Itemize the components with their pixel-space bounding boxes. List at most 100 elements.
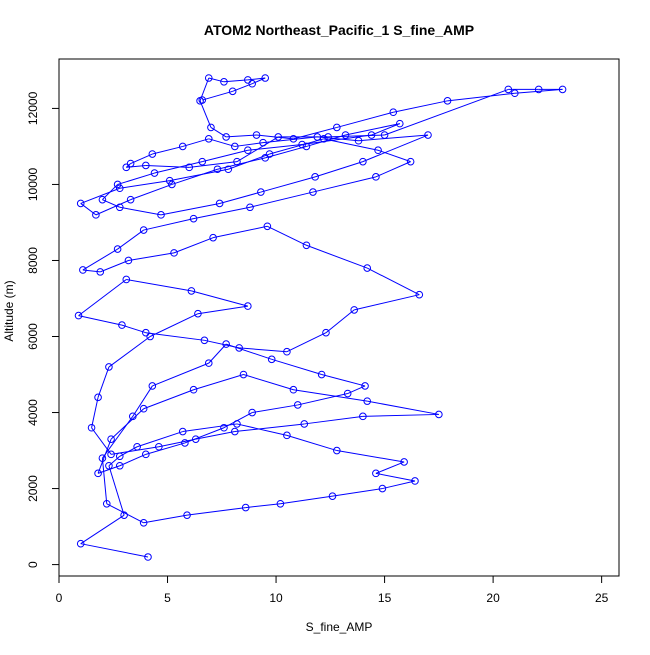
data-point	[120, 511, 128, 519]
data-point	[204, 74, 213, 82]
series-line-segment	[130, 153, 153, 164]
series-line-segment	[382, 480, 416, 490]
series-line-segment	[393, 100, 448, 113]
data-point	[233, 420, 241, 428]
data-point	[168, 180, 176, 189]
data-point	[79, 266, 87, 274]
series-line-segment	[306, 244, 368, 269]
data-point	[76, 199, 85, 208]
data-point	[98, 195, 107, 204]
data-point	[333, 123, 341, 132]
series-line-segment	[208, 138, 235, 147]
data-point	[283, 431, 291, 440]
series-line-segment	[371, 123, 400, 136]
data-point	[389, 108, 398, 117]
data-point	[235, 344, 243, 352]
data-point	[293, 401, 302, 409]
data-point	[115, 184, 124, 193]
data-point	[122, 275, 131, 284]
data-point	[200, 336, 209, 345]
data-point	[300, 420, 309, 428]
series-line-segment	[312, 176, 377, 193]
series-line-segment	[143, 218, 194, 231]
series-line-segment	[366, 267, 420, 296]
data-point	[144, 553, 152, 561]
series-line-segment	[121, 324, 146, 334]
data-point	[142, 328, 150, 337]
data-point	[139, 226, 148, 234]
chart-title: ATOM2 Northeast_Pacific_1 S_fine_AMP	[204, 22, 474, 38]
series-line-segment	[119, 180, 170, 189]
data-point	[148, 382, 157, 390]
data-point	[107, 435, 115, 443]
series-line-segment	[252, 404, 298, 414]
data-point	[96, 268, 105, 276]
series-line-segment	[108, 455, 121, 467]
series-line-segment	[354, 294, 420, 311]
data-point	[246, 203, 254, 212]
series-line-segment	[82, 248, 118, 271]
series-line-segment	[117, 172, 155, 185]
series-line-segment	[145, 332, 205, 341]
data-point	[198, 96, 207, 104]
series-line-segment	[234, 423, 305, 433]
series-line-segment	[119, 206, 162, 216]
series-line-segment	[367, 400, 439, 415]
data-point	[204, 359, 213, 367]
data-point	[424, 131, 432, 139]
data-point	[395, 119, 404, 128]
series-line-segment	[271, 358, 322, 376]
series-line-segment	[119, 453, 147, 467]
data-point	[378, 484, 387, 493]
data-point	[228, 87, 237, 96]
series-line-segment	[80, 187, 120, 204]
data-point	[178, 427, 187, 436]
data-point	[224, 165, 233, 174]
series-line-segment	[321, 374, 366, 387]
data-point	[233, 157, 241, 166]
series-line-segment	[304, 415, 363, 425]
series-line-segment	[317, 136, 359, 142]
data-point	[372, 173, 380, 181]
data-point	[133, 442, 141, 451]
data-point	[244, 146, 252, 155]
series-line-segment	[260, 176, 316, 193]
y-tick-label: 10000	[26, 167, 40, 201]
data-point	[128, 412, 137, 421]
series-line-segment	[110, 408, 144, 440]
series-line-segment	[173, 237, 214, 254]
series-line-segment	[514, 88, 563, 94]
data-point	[354, 136, 363, 145]
data-point	[209, 233, 217, 242]
data-point	[372, 469, 380, 478]
data-point	[115, 203, 124, 212]
data-point	[150, 169, 159, 177]
series-line-segment	[97, 366, 110, 398]
series-line-segment	[302, 134, 372, 146]
data-point	[178, 142, 187, 151]
series-line-segment	[100, 260, 129, 273]
series-line-segment	[145, 164, 190, 168]
data-point	[181, 439, 189, 447]
data-point	[265, 150, 274, 158]
series-layer	[74, 74, 567, 561]
series-line-segment	[108, 465, 125, 516]
x-tick-label: 15	[378, 591, 392, 605]
data-point	[142, 161, 150, 170]
series-line-segment	[204, 339, 240, 349]
data-point	[244, 76, 252, 84]
series-line-segment	[117, 229, 144, 250]
series-line-segment	[375, 472, 416, 482]
series-line-segment	[125, 163, 131, 168]
series-line-segment	[143, 514, 188, 524]
data-point	[283, 347, 291, 356]
series-line-segment	[293, 126, 337, 140]
data-point	[241, 503, 250, 512]
series-line-segment	[314, 161, 364, 178]
series-line-segment	[249, 191, 314, 208]
series-line-segment	[223, 412, 253, 429]
data-point	[328, 492, 337, 500]
data-point	[94, 393, 102, 402]
